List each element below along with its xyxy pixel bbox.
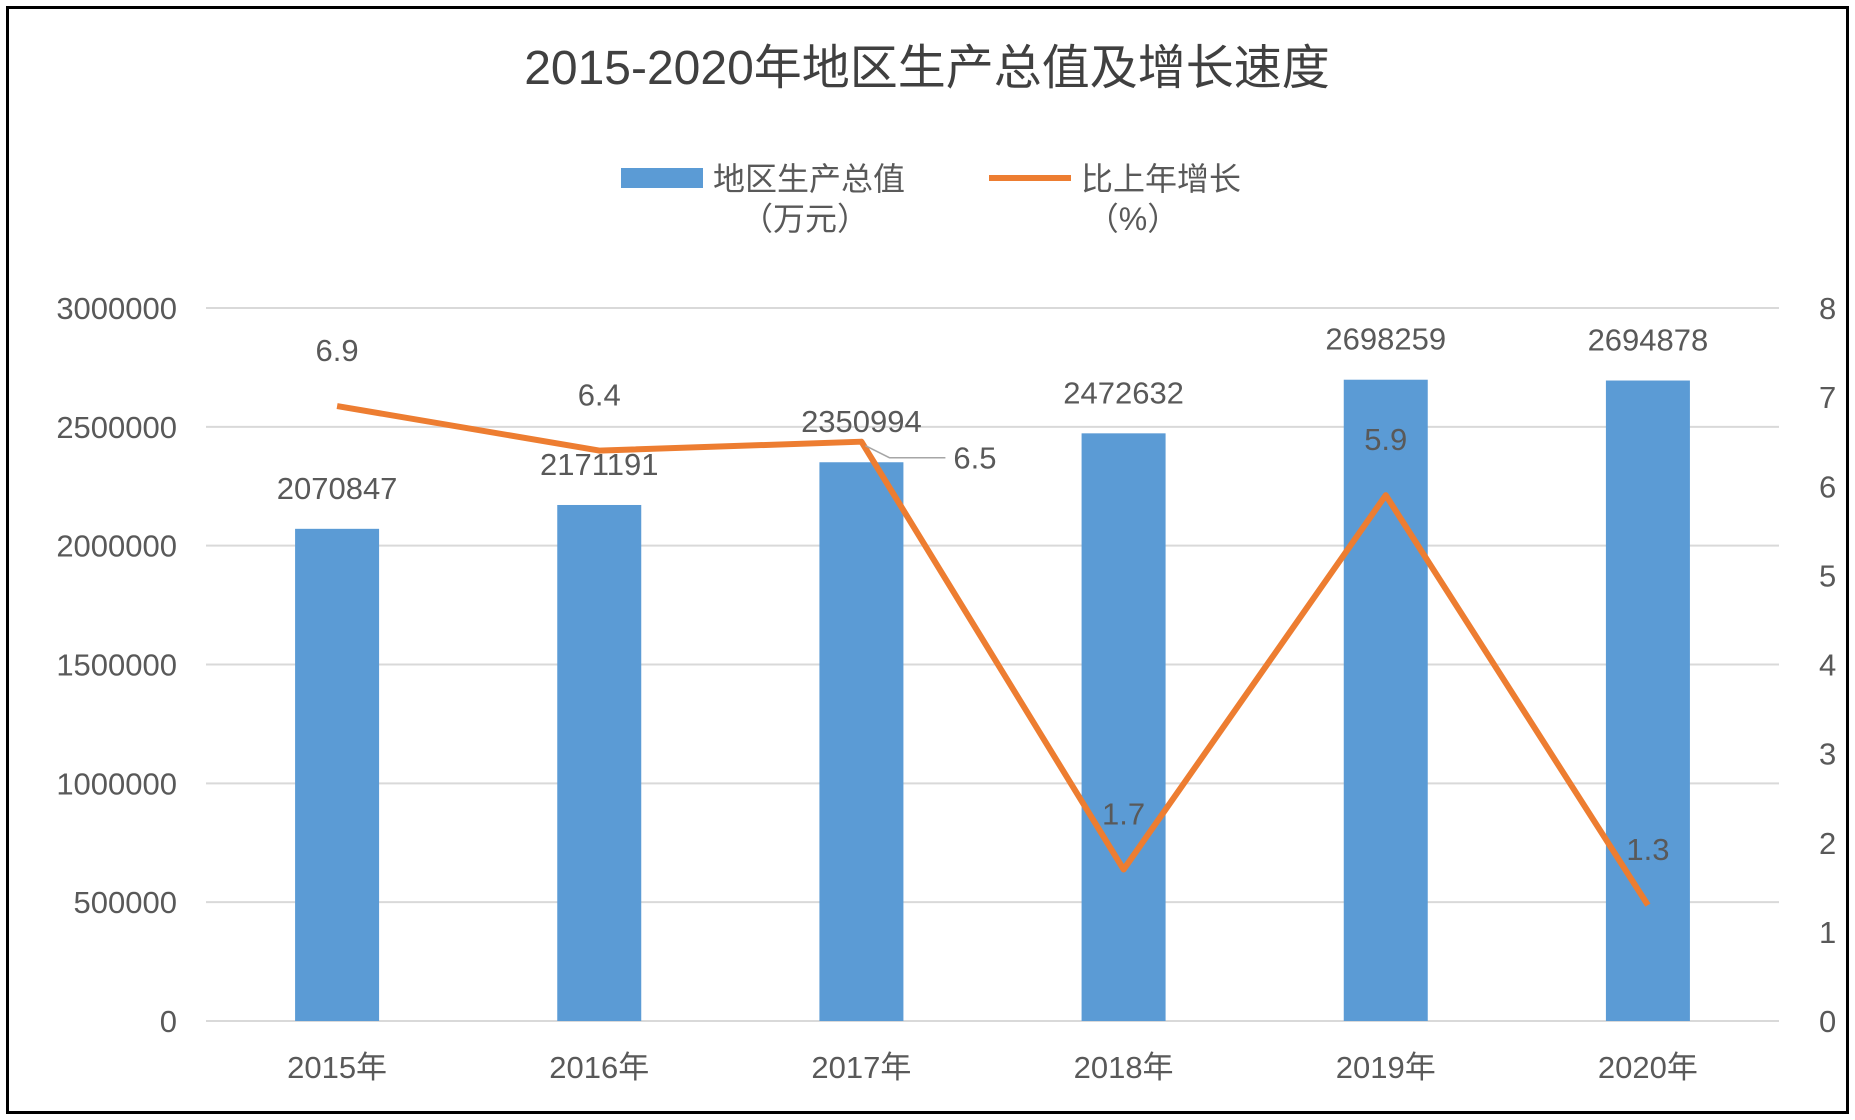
chart-title: 2015-2020年地区生产总值及增长速度 [524, 42, 1330, 95]
y-right-tick-label: 2 [1819, 826, 1836, 861]
legend-swatch-bar [621, 168, 703, 188]
gridlines [206, 307, 1779, 1022]
x-tick-label: 2020年 [1598, 1050, 1698, 1085]
y-right-tick-label: 1 [1819, 915, 1836, 950]
bar-data-label: 2070847 [277, 471, 398, 506]
bar [557, 504, 642, 1021]
line-data-label: 6.9 [316, 333, 359, 368]
line-data-label: 1.7 [1102, 796, 1145, 831]
x-tick-label: 2016年 [549, 1050, 649, 1085]
line-data-label: 6.4 [578, 378, 621, 413]
y-left-tick-label: 0 [160, 1004, 177, 1039]
line-data-label: 5.9 [1364, 422, 1407, 457]
legend-label-bar-line1: 地区生产总值 [713, 161, 905, 197]
y-left-tick-label: 500000 [74, 885, 177, 920]
y-right-tick-label: 8 [1819, 291, 1836, 326]
line-data-label: 1.3 [1626, 832, 1669, 867]
y-left-tick-label: 1500000 [56, 648, 177, 683]
bar-data-label: 2350994 [801, 404, 922, 439]
y-left-tick-label: 2000000 [56, 529, 177, 564]
y-right-tick-label: 6 [1819, 469, 1836, 504]
line-data-labels: 6.9 6.4 6.5 1.7 5.9 1.3 [316, 333, 1670, 867]
chart-frame: 2015-2020年地区生产总值及增长速度 地区生产总值 （万元） 比上年增长 … [6, 6, 1849, 1114]
y-left-tick-label: 1000000 [56, 766, 177, 801]
y-axis-left-ticks: 0 500000 1000000 1500000 2000000 2500000 30000… [56, 291, 177, 1039]
line-data-label: 6.5 [953, 441, 996, 476]
y-right-tick-label: 7 [1819, 380, 1836, 415]
y-right-tick-label: 5 [1819, 558, 1836, 593]
bar [1343, 379, 1428, 1022]
x-axis-ticks: 2015年 2016年 2017年 2018年 2019年 2020年 [287, 1050, 1698, 1085]
y-right-tick-label: 4 [1819, 648, 1836, 683]
combo-chart: 2015-2020年地区生产总值及增长速度 地区生产总值 （万元） 比上年增长 … [56, 42, 1836, 1085]
line-path [336, 403, 1651, 907]
y-left-tick-label: 2500000 [56, 410, 177, 445]
bar-data-label: 2472632 [1063, 375, 1184, 410]
x-tick-label: 2015年 [287, 1050, 387, 1085]
legend: 地区生产总值 （万元） 比上年增长 （%） [621, 161, 1241, 237]
bar [295, 528, 380, 1021]
y-axis-right-ticks: 0 1 2 3 4 5 6 7 8 [1819, 291, 1836, 1039]
x-tick-label: 2018年 [1074, 1050, 1174, 1085]
legend-label-line-line1: 比上年增长 [1081, 161, 1241, 197]
y-right-tick-label: 0 [1819, 1004, 1836, 1039]
bar [1081, 433, 1166, 1022]
line-label-leader [865, 445, 946, 459]
y-left-tick-label: 3000000 [56, 291, 177, 326]
legend-label-line-line2: （%） [1087, 201, 1179, 237]
bar-data-label: 2694878 [1588, 323, 1709, 358]
bar [1605, 380, 1690, 1021]
bar-series [295, 379, 1690, 1022]
x-tick-label: 2017年 [811, 1050, 911, 1085]
bar-data-label: 2698259 [1325, 322, 1446, 357]
y-right-tick-label: 3 [1819, 737, 1836, 772]
bar [819, 462, 904, 1022]
x-tick-label: 2019年 [1336, 1050, 1436, 1085]
line-series [336, 403, 1651, 907]
legend-label-bar-line2: （万元） [741, 201, 869, 237]
